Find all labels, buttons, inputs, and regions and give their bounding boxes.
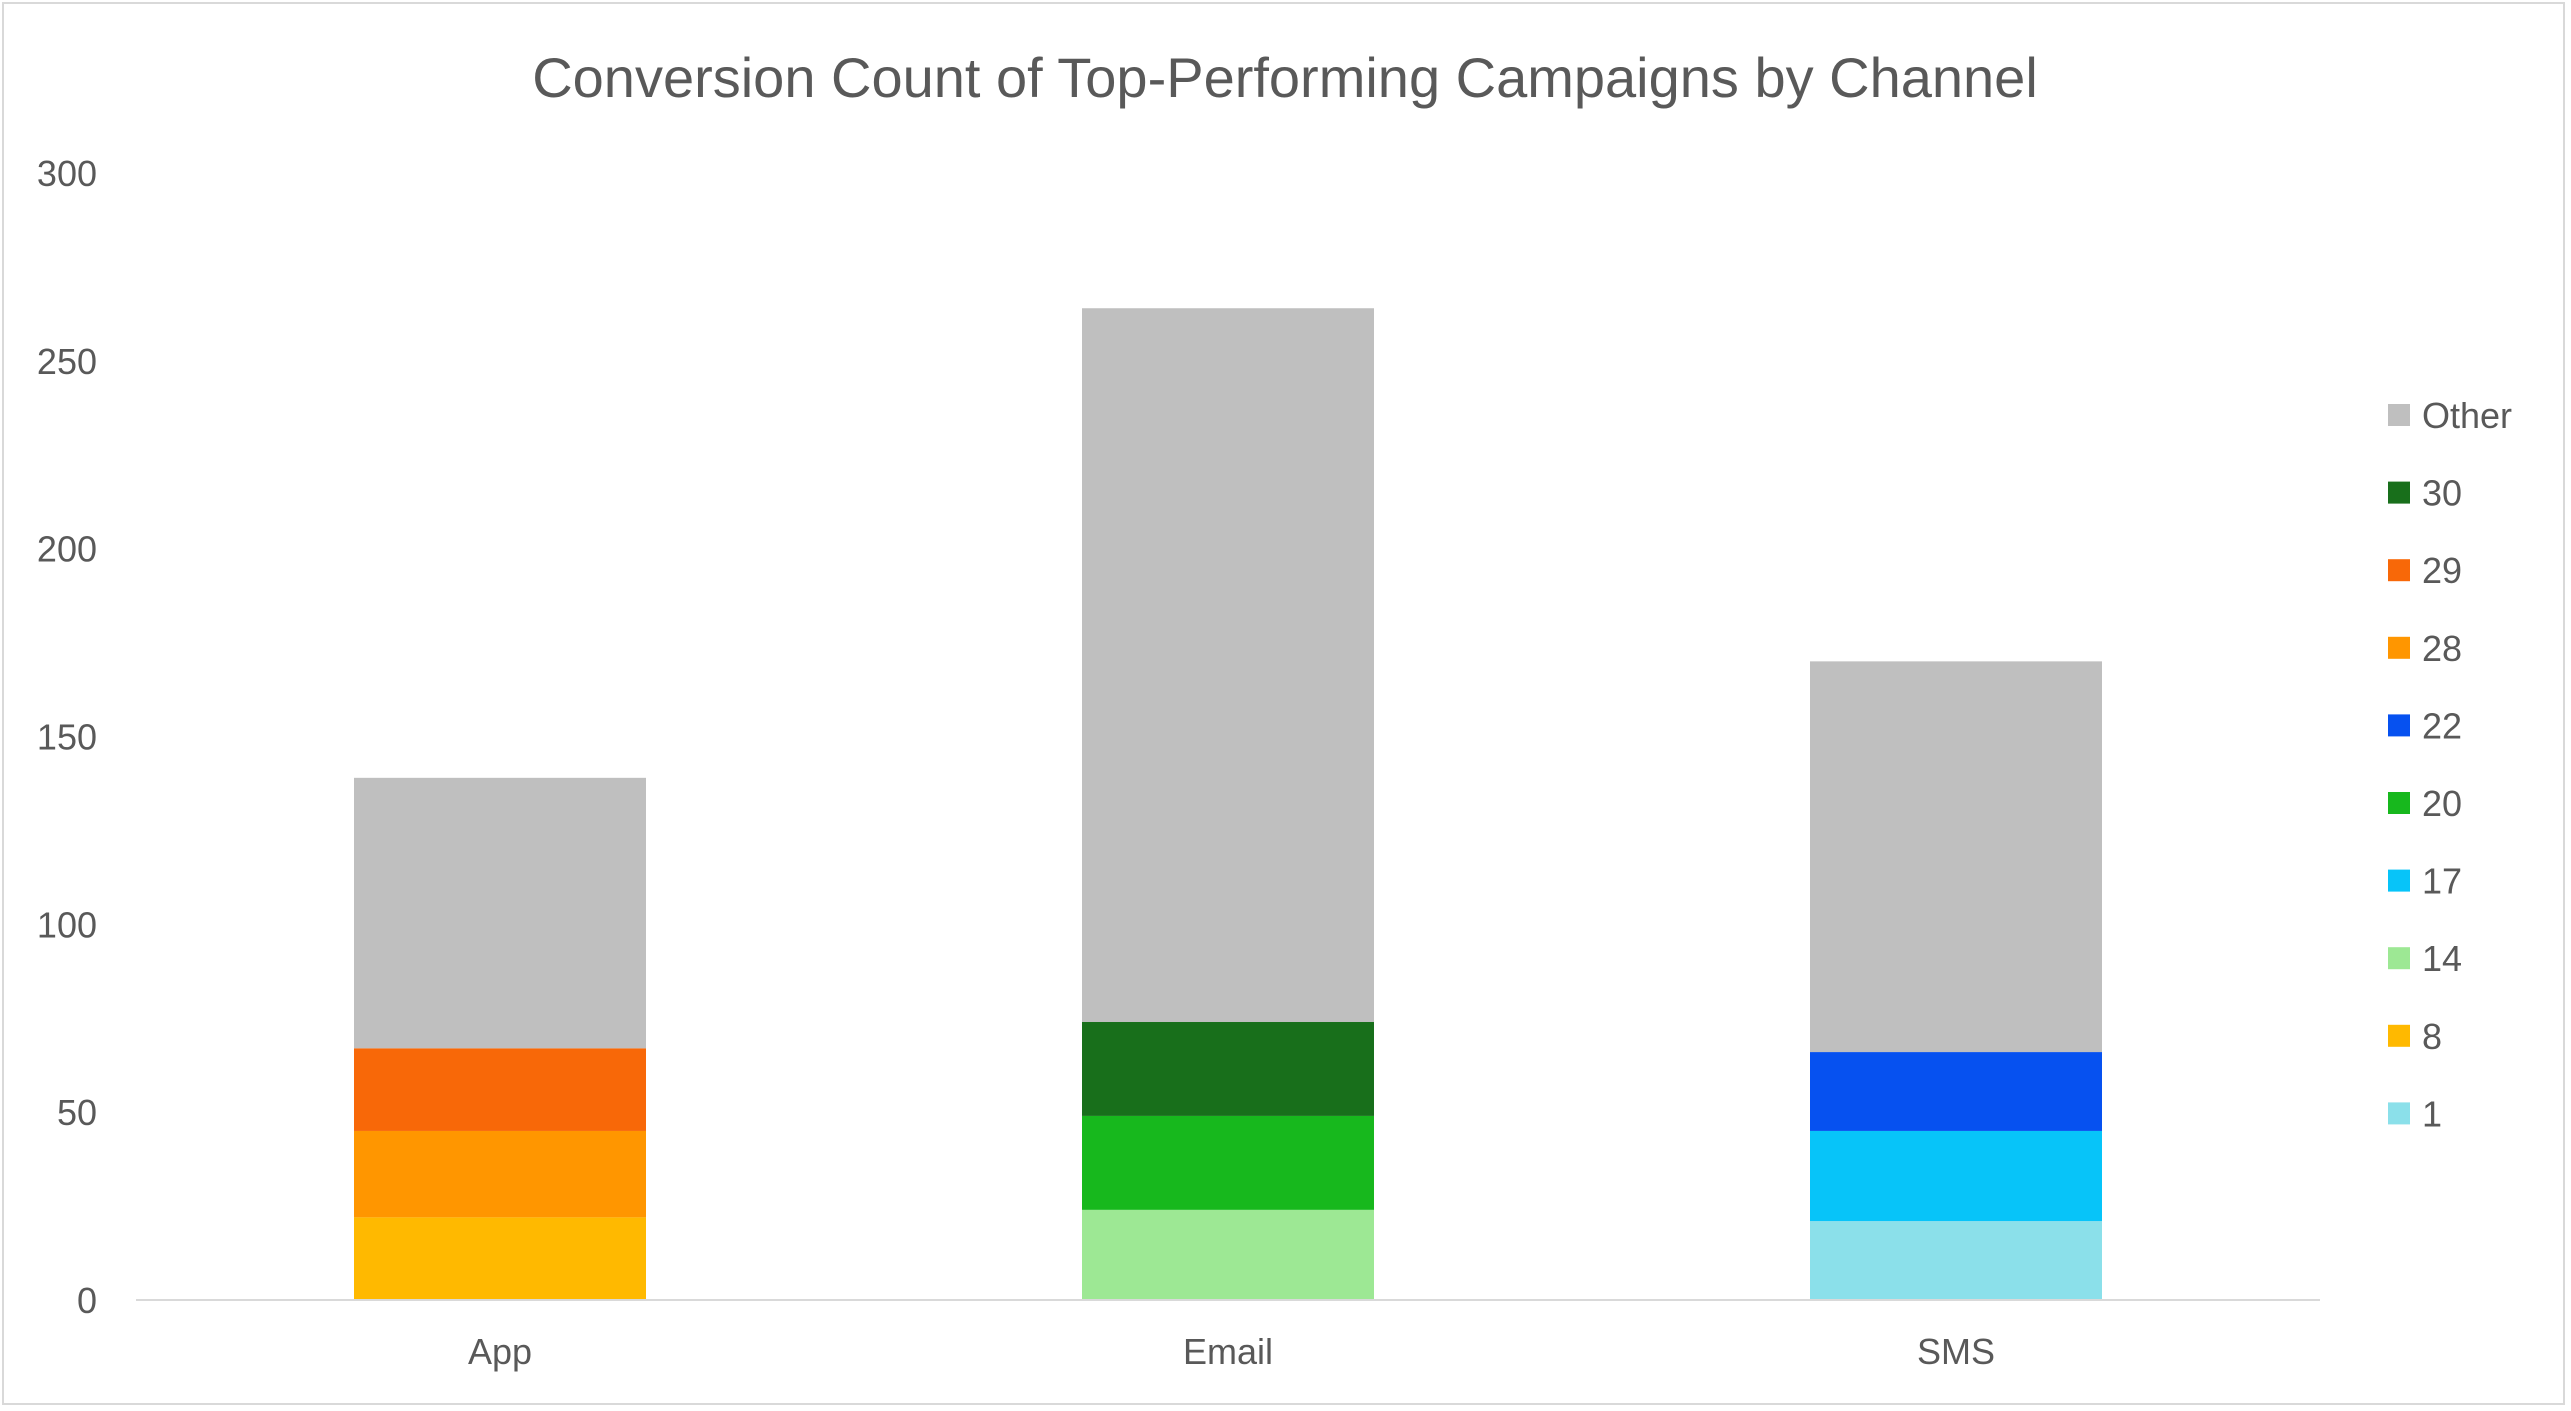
bar-segment-app-29 (354, 1048, 646, 1131)
legend-swatch (2388, 947, 2410, 970)
bar-segment-sms-1 (1810, 1221, 2102, 1300)
legend-swatch (2388, 404, 2410, 426)
legend-label: 29 (2422, 550, 2462, 591)
bar-segment-email-20 (1082, 1115, 1374, 1210)
legend-item-29: 29 (2388, 550, 2462, 591)
legend-label: 8 (2422, 1016, 2442, 1057)
bar-segment-sms-17 (1810, 1130, 2102, 1222)
chart-title: Conversion Count of Top-Performing Campa… (532, 46, 2038, 109)
bar-segment-sms-other (1810, 661, 2102, 1053)
legend-item-17: 17 (2388, 861, 2462, 902)
bar-segment-email-other (1082, 308, 1374, 1023)
x-tick-label-sms: SMS (1917, 1331, 1995, 1372)
legend-item-30: 30 (2388, 473, 2462, 514)
legend-label: 17 (2422, 861, 2462, 902)
legend-label: 20 (2422, 783, 2462, 824)
bar-segment-app-28 (354, 1130, 646, 1218)
y-tick-label: 50 (57, 1092, 97, 1133)
bar-segment-app-8 (354, 1217, 646, 1300)
legend-swatch (2388, 636, 2410, 659)
x-tick-label-email: Email (1183, 1331, 1273, 1372)
legend-swatch (2388, 792, 2410, 814)
legend-label: 14 (2422, 938, 2462, 979)
legend-swatch (2388, 714, 2410, 737)
bar-segment-email-14 (1082, 1209, 1374, 1300)
legend-label: Other (2422, 395, 2512, 436)
legend-item-other: Other (2388, 395, 2512, 436)
legend-item-1: 1 (2388, 1093, 2442, 1134)
y-tick-label: 250 (37, 341, 97, 382)
x-tick-label-app: App (468, 1331, 532, 1372)
bar-segment-app-other (354, 777, 646, 1049)
legend-swatch (2388, 869, 2410, 892)
y-tick-label: 200 (37, 529, 97, 570)
legend-label: 30 (2422, 473, 2462, 514)
y-tick-label: 0 (77, 1280, 97, 1321)
bar-segment-email-30 (1082, 1022, 1374, 1116)
legend-swatch (2388, 1102, 2410, 1125)
legend-label: 28 (2422, 628, 2462, 669)
y-tick-label: 100 (37, 904, 97, 945)
y-tick-label: 150 (37, 717, 97, 758)
legend-label: 1 (2422, 1093, 2442, 1134)
legend-swatch (2388, 481, 2410, 504)
bar-stacks (354, 308, 2102, 1300)
legend-item-28: 28 (2388, 628, 2462, 669)
legend-item-8: 8 (2388, 1016, 2442, 1057)
x-axis-tick-labels: App Email SMS (468, 1331, 1995, 1372)
legend-item-14: 14 (2388, 938, 2462, 979)
legend-swatch (2388, 559, 2410, 582)
y-axis-tick-labels: 0 50 100 150 200 250 300 (37, 153, 97, 1321)
bar-segment-sms-22 (1810, 1052, 2102, 1131)
legend-swatch (2388, 1024, 2410, 1047)
y-tick-label: 300 (37, 153, 97, 194)
legend: Other 30 29 28 22 20 17 14 8 1 (2388, 395, 2512, 1134)
legend-label: 22 (2422, 705, 2462, 746)
legend-item-20: 20 (2388, 783, 2462, 824)
legend-item-22: 22 (2388, 705, 2462, 746)
